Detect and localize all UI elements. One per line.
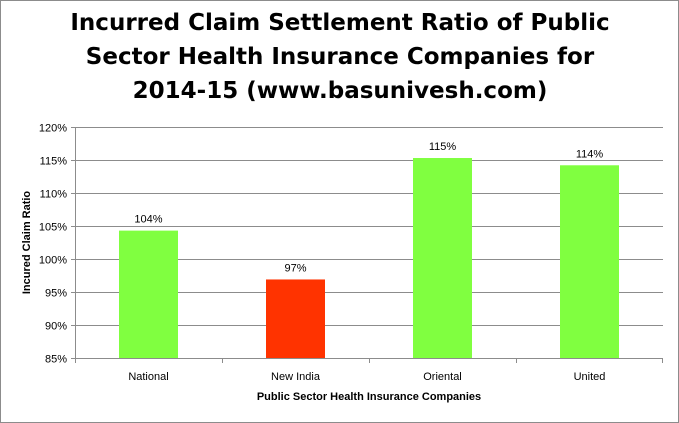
bar (119, 230, 178, 358)
y-axis-title: Incured Claim Ratio (21, 191, 33, 295)
data-label: 104% (134, 214, 162, 226)
bar (266, 279, 325, 358)
data-labels: 104% 97% 115% 114% (134, 141, 603, 274)
y-tick-label: 105% (39, 222, 67, 234)
chart-title-line-1: Incurred Claim Settlement Ratio of Publi… (70, 10, 610, 36)
x-tick-label: New India (271, 371, 321, 383)
chart-title: Incurred Claim Settlement Ratio of Publi… (60, 6, 620, 108)
x-tick-label: National (128, 371, 168, 383)
data-label: 97% (284, 262, 306, 274)
y-tick-label: 115% (40, 156, 68, 168)
chart-title-line-2: Sector Health Insurance Companies for (85, 44, 595, 70)
y-tick-label: 85% (45, 354, 67, 366)
x-axis-title: Public Sector Health Insurance Companies (257, 391, 481, 403)
bar (560, 165, 619, 358)
data-label: 114% (576, 148, 604, 160)
bars (119, 158, 619, 358)
y-tick-label: 95% (45, 288, 67, 300)
chart-title-line-3: 2014-15 (www.basunivesh.com) (132, 78, 548, 104)
y-tick-label: 110% (40, 189, 68, 201)
y-tick-label: 100% (39, 255, 67, 267)
x-tick-label: United (574, 371, 606, 383)
y-tick-label: 90% (45, 321, 67, 333)
data-label: 115% (429, 141, 457, 153)
x-tick-labels: National New India Oriental United (128, 371, 605, 383)
y-tick-label: 120% (39, 123, 67, 135)
bar (413, 158, 472, 358)
x-tick-label: Oriental (423, 371, 462, 383)
y-tick-labels: 85% 90% 95% 100% 105% 110% 115% 120% (39, 123, 67, 366)
